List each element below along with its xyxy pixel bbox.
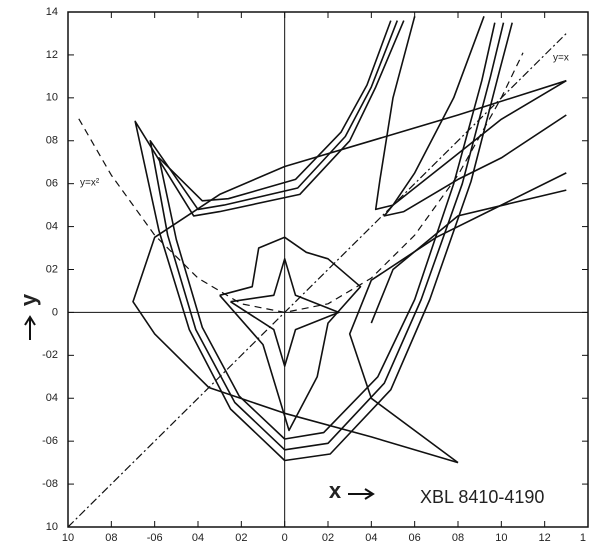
y-tick-label: -02 [42, 349, 58, 361]
x-axis-label: x [329, 478, 342, 503]
trajectory [383, 16, 567, 217]
x-tick-label: 12 [539, 532, 551, 544]
trajectory [134, 20, 513, 462]
trajectory [158, 20, 496, 440]
x-tick-label: 1 [580, 532, 586, 544]
annotation: XBL 8410-4190 [420, 487, 544, 507]
x-tick-label: 10 [62, 532, 74, 544]
trajectory [68, 33, 567, 527]
y-tick-label: 14 [46, 6, 58, 18]
y-tick-label: 08 [46, 135, 58, 147]
trajectory [78, 52, 524, 313]
curves [68, 16, 567, 527]
annotation: y=x² [80, 178, 100, 189]
annotation: y=x [553, 53, 569, 64]
x-tick-label: 08 [452, 532, 464, 544]
trajectory [132, 79, 567, 464]
x-arrow [348, 488, 375, 500]
trajectory [149, 20, 505, 451]
x-tick-label: 04 [365, 532, 377, 544]
plot-frame [67, 11, 589, 528]
y-tick-label: 02 [46, 263, 58, 275]
y-tick-label: 10 [46, 521, 58, 533]
x-tick-label: 04 [192, 532, 204, 544]
x-tick-label: 08 [105, 532, 117, 544]
y-tick-label: 06 [46, 178, 58, 190]
trajectory [374, 16, 567, 211]
y-tick-label: 04 [46, 392, 58, 404]
y-tick-label: -08 [42, 478, 58, 490]
trajectory [219, 236, 362, 432]
x-tick-label: 10 [495, 532, 507, 544]
trajectory [370, 189, 567, 324]
y-tick-label: 10 [46, 92, 58, 104]
y-arrow [24, 315, 36, 340]
x-tick-label: 0 [282, 532, 288, 544]
y-tick-label: -06 [42, 435, 58, 447]
y-tick-label: 04 [46, 220, 58, 232]
y-tick-label: 12 [46, 49, 58, 61]
y-axis-label: y [16, 293, 41, 306]
x-tick-label: 02 [322, 532, 334, 544]
y-tick-label: 0 [52, 306, 58, 318]
x-tick-label: 02 [235, 532, 247, 544]
x-tick-label: -06 [147, 532, 163, 544]
x-tick-label: 06 [409, 532, 421, 544]
